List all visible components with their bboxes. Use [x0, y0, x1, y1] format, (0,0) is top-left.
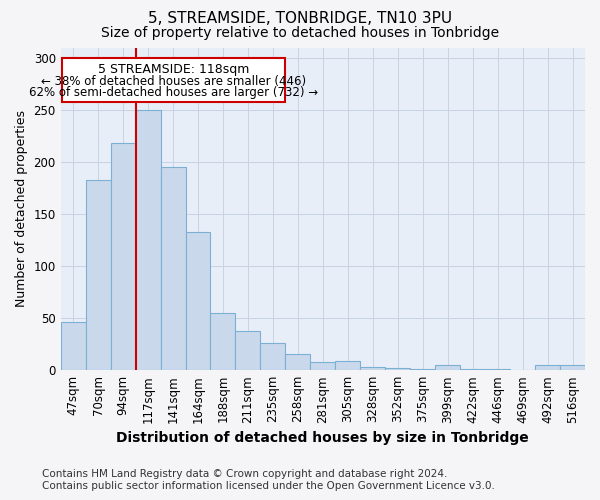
Bar — [335, 361, 360, 370]
Bar — [535, 365, 560, 370]
Bar — [435, 365, 460, 370]
Bar — [211, 313, 235, 370]
FancyBboxPatch shape — [62, 58, 286, 102]
Text: 5, STREAMSIDE, TONBRIDGE, TN10 3PU: 5, STREAMSIDE, TONBRIDGE, TN10 3PU — [148, 11, 452, 26]
Text: Contains HM Land Registry data © Crown copyright and database right 2024.
Contai: Contains HM Land Registry data © Crown c… — [42, 470, 495, 491]
Bar — [136, 110, 161, 370]
Bar — [260, 343, 286, 370]
Bar — [61, 322, 86, 370]
Y-axis label: Number of detached properties: Number of detached properties — [15, 110, 28, 308]
Bar — [410, 369, 435, 370]
Bar — [185, 232, 211, 370]
Bar — [235, 330, 260, 370]
Bar — [86, 180, 110, 370]
Bar — [485, 369, 510, 370]
Bar — [286, 354, 310, 370]
Bar — [161, 167, 185, 370]
Text: ← 38% of detached houses are smaller (446): ← 38% of detached houses are smaller (44… — [41, 74, 306, 88]
Bar — [560, 365, 585, 370]
Bar — [460, 369, 485, 370]
Text: Size of property relative to detached houses in Tonbridge: Size of property relative to detached ho… — [101, 26, 499, 40]
Text: 5 STREAMSIDE: 118sqm: 5 STREAMSIDE: 118sqm — [98, 63, 250, 76]
Bar — [310, 362, 335, 370]
Text: 62% of semi-detached houses are larger (732) →: 62% of semi-detached houses are larger (… — [29, 86, 318, 99]
Bar — [110, 144, 136, 370]
Bar — [360, 367, 385, 370]
Bar — [385, 368, 410, 370]
X-axis label: Distribution of detached houses by size in Tonbridge: Distribution of detached houses by size … — [116, 431, 529, 445]
